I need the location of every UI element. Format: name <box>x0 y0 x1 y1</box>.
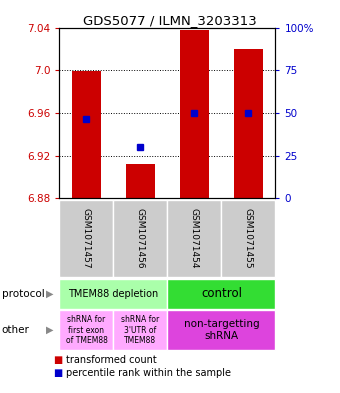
Text: transformed count: transformed count <box>66 354 157 365</box>
Text: ▶: ▶ <box>46 289 53 299</box>
Bar <box>72 71 101 198</box>
Text: shRNA for
3'UTR of
TMEM88: shRNA for 3'UTR of TMEM88 <box>121 315 159 345</box>
Text: protocol: protocol <box>2 289 45 299</box>
Text: GSM1071454: GSM1071454 <box>190 209 199 269</box>
Text: ■: ■ <box>53 354 62 365</box>
Bar <box>168 310 275 350</box>
Bar <box>221 200 275 277</box>
Bar <box>114 310 167 350</box>
Bar <box>59 279 168 309</box>
Bar <box>234 49 263 198</box>
Text: other: other <box>2 325 30 335</box>
Bar <box>180 29 209 198</box>
Text: GSM1071455: GSM1071455 <box>244 208 253 269</box>
Bar <box>168 279 275 309</box>
Bar <box>125 164 155 198</box>
Text: ■: ■ <box>53 368 62 378</box>
Bar <box>114 200 167 277</box>
Text: control: control <box>201 287 242 300</box>
Text: shRNA for
first exon
of TMEM88: shRNA for first exon of TMEM88 <box>66 315 107 345</box>
Text: GSM1071457: GSM1071457 <box>82 208 91 269</box>
Text: percentile rank within the sample: percentile rank within the sample <box>66 368 231 378</box>
Text: non-targetting
shRNA: non-targetting shRNA <box>184 320 259 341</box>
Text: TMEM88 depletion: TMEM88 depletion <box>68 289 158 299</box>
Text: GDS5077 / ILMN_3203313: GDS5077 / ILMN_3203313 <box>83 14 257 27</box>
Bar <box>59 310 114 350</box>
Text: GSM1071456: GSM1071456 <box>136 208 145 269</box>
Text: ▶: ▶ <box>46 325 53 335</box>
Bar <box>168 200 221 277</box>
Bar <box>59 200 114 277</box>
